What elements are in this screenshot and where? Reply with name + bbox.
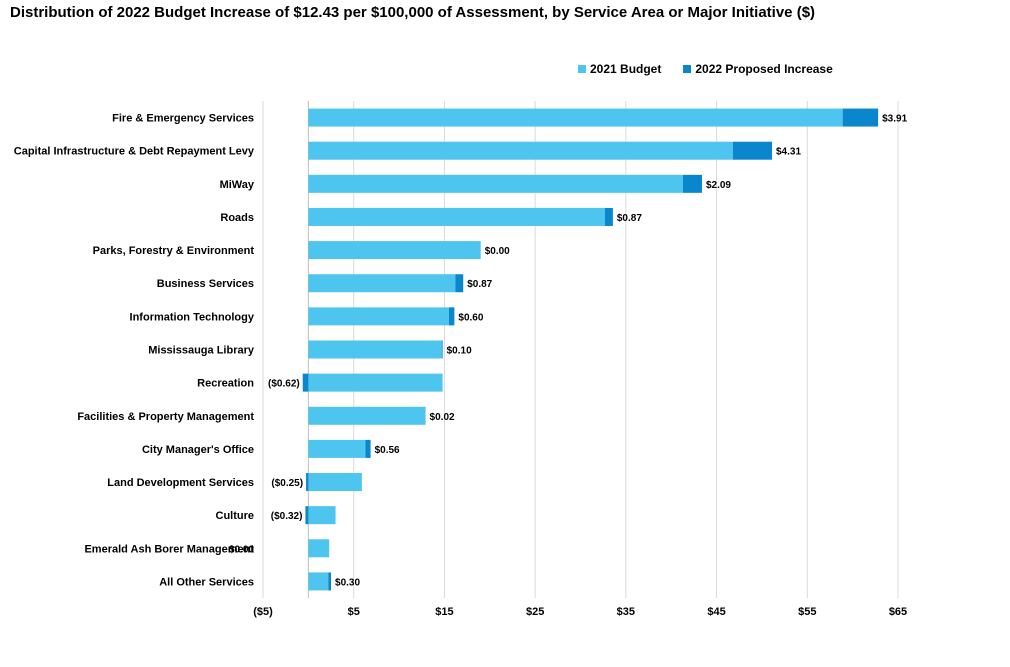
category-label: All Other Services [159, 576, 254, 588]
legend-label-increase: 2022 Proposed Increase [695, 62, 833, 76]
x-tick-label: ($5) [253, 606, 273, 618]
category-label: Parks, Forestry & Environment [93, 245, 255, 257]
category-label: Land Development Services [107, 477, 254, 489]
category-label: Information Technology [130, 311, 255, 323]
legend-label-budget: 2021 Budget [590, 62, 662, 76]
bar-budget [308, 439, 366, 458]
legend-swatch-increase [683, 65, 692, 73]
data-label: $0.87 [617, 213, 642, 224]
bar-budget [308, 274, 456, 293]
bar-increase [302, 373, 309, 392]
bar-budget [308, 340, 442, 359]
bar-budget [308, 207, 605, 226]
bar-increase [305, 506, 309, 525]
bar-increase [455, 274, 464, 293]
category-label: MiWay [220, 179, 255, 191]
data-label: $4.31 [776, 147, 801, 158]
chart-title: Distribution of 2022 Budget Increase of … [10, 4, 816, 21]
category-label: Capital Infrastructure & Debt Repayment … [14, 146, 255, 158]
x-tick-label: $55 [798, 606, 816, 618]
bar-increase [306, 473, 309, 492]
data-label: $0.00 [485, 246, 510, 257]
bar-budget [308, 506, 336, 525]
category-label: Business Services [157, 278, 254, 290]
chart-legend: 2021 Budget 2022 Proposed Increase [578, 62, 833, 76]
x-tick-label: $65 [889, 606, 907, 618]
category-label: Culture [216, 510, 255, 522]
bar-budget [308, 572, 329, 591]
bar-increase [732, 141, 772, 160]
legend-swatch-budget [578, 65, 586, 73]
legend-item-budget: 2021 Budget [578, 62, 661, 76]
category-label: Emerald Ash Borer Management [84, 543, 254, 555]
x-tick-label: $35 [617, 606, 635, 618]
bar-budget [308, 473, 362, 492]
category-label: City Manager's Office [142, 444, 254, 456]
bar-increase [842, 108, 879, 127]
bar-budget [308, 307, 449, 326]
bar-increase [441, 340, 443, 359]
bar-budget [308, 141, 733, 160]
x-tick-label: $15 [435, 606, 453, 618]
x-tick-label: $25 [526, 606, 544, 618]
category-label: Fire & Emergency Services [112, 113, 254, 125]
data-label: ($0.32) [271, 511, 303, 522]
data-label: ($0.25) [271, 478, 303, 489]
data-label: $0.02 [430, 412, 455, 423]
bar-budget [308, 539, 330, 558]
data-label: $0.60 [458, 312, 483, 323]
bar-budget [308, 174, 684, 193]
legend-item-increase: 2022 Proposed Increase [683, 62, 833, 76]
data-label: $3.91 [882, 114, 907, 125]
x-tick-label: $5 [348, 606, 360, 618]
data-label: $0.00 [229, 544, 254, 555]
bar-increase [683, 174, 702, 193]
bar-increase [448, 307, 455, 326]
category-label: Facilities & Property Management [77, 411, 254, 423]
bar-increase [365, 439, 371, 458]
bar-budget [308, 108, 843, 127]
bar-increase [328, 572, 332, 591]
data-label: $0.30 [335, 577, 360, 588]
data-label: $0.10 [447, 346, 472, 357]
bar-budget [308, 373, 443, 392]
data-label: $0.87 [467, 279, 492, 290]
category-label: Roads [220, 212, 254, 224]
x-tick-label: $45 [707, 606, 725, 618]
bar-increase [604, 207, 613, 226]
bar-budget [308, 241, 481, 260]
data-label: $2.09 [706, 180, 731, 191]
category-label: Mississauga Library [148, 345, 255, 357]
bar-budget [308, 406, 426, 425]
data-label: $0.56 [375, 445, 400, 456]
data-label: ($0.62) [268, 379, 300, 390]
category-label: Recreation [197, 378, 254, 390]
